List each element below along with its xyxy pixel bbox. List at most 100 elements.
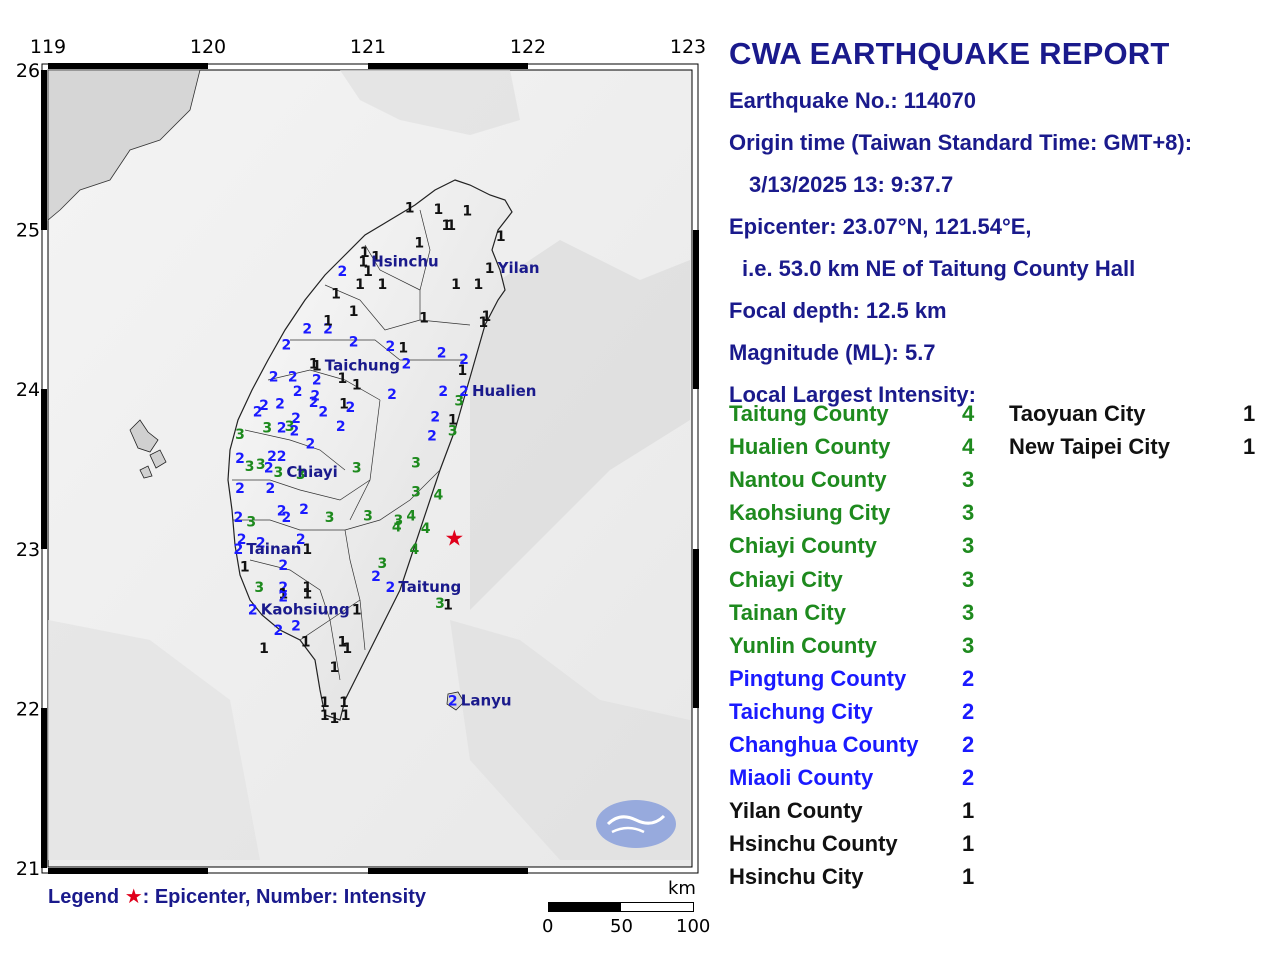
station-intensity: 4 [434,488,444,504]
intensity-region-value: 1 [962,798,975,824]
intensity-region-name: Chiayi County [729,533,877,559]
penghu-islands [129,419,167,479]
city-intensity-hualien: 2 [459,384,469,400]
station-intensity: 3 [363,508,373,524]
station-intensity: 4 [421,521,431,537]
lat-tick-26: 26 [16,60,40,82]
station-intensity: 1 [496,229,506,245]
intensity-region-value: 3 [962,500,975,526]
station-intensity: 3 [245,459,255,475]
station-intensity: 1 [451,277,461,293]
station-intensity: 4 [406,508,416,524]
origin-time-label: Origin time (Taiwan Standard Time: GMT+8… [729,130,1193,155]
station-intensity: 2 [267,449,277,465]
origin-time: 3/13/2025 13: 9:37.7 [749,172,954,197]
station-intensity: 1 [330,711,340,727]
station-intensity: 1 [355,277,365,293]
intensity-region-value: 2 [962,665,975,691]
station-intensity: 3 [254,580,264,596]
intensity-region-name: Pingtung County [729,665,907,691]
local-intensity-label: Local Largest Intensity: [729,382,976,407]
scale-tick-50: 50 [610,916,633,937]
station-intensity: 1 [414,235,424,251]
intensity-region-name: Taitung County [729,401,889,426]
station-intensity: 1 [342,641,352,657]
intensity-region-value: 1 [1243,401,1256,426]
station-intensity: 2 [338,264,348,280]
station-intensity: 1 [301,634,311,650]
taiwan-island [227,179,513,721]
intensity-region-value: 3 [962,599,975,625]
station-intensity: 1 [398,341,408,357]
city-intensity-kaohsiung: 2 [248,602,258,618]
station-intensity: 2 [282,510,292,526]
station-intensity: 1 [352,377,362,393]
intensity-region-name: Taichung City [729,698,873,724]
city-label-taichung: Taichung [325,356,400,374]
report-title: CWA EARTHQUAKE REPORT [729,36,1170,71]
intensity-region-value: 2 [962,765,975,791]
station-intensity: 2 [430,409,440,425]
intensity-region-name: Hsinchu City [729,864,864,890]
lat-tick-21: 21 [16,858,40,880]
station-intensity: 2 [318,405,328,421]
station-intensity: 1 [240,559,250,575]
station-intensity: 1 [363,264,373,280]
scale-tick-0: 0 [542,916,554,937]
station-intensity: 2 [234,542,244,558]
station-intensity: 2 [288,369,298,385]
station-intensity: 3 [262,421,272,437]
station-intensity: 3 [435,596,445,612]
station-intensity: 2 [235,481,245,497]
station-intensity: 2 [259,398,269,414]
station-intensity: 2 [291,618,301,634]
scale-segment-filled [548,902,620,912]
intensity-region-value: 1 [1243,434,1256,460]
station-intensity: 2 [299,502,309,518]
station-intensity: 1 [462,203,472,219]
station-intensity: 1 [341,708,351,724]
intensity-region-name: Hualien County [729,434,891,460]
china-coast [47,69,201,221]
lat-tick-24: 24 [16,379,40,401]
station-intensity: 2 [336,419,346,435]
station-intensity: 2 [309,395,319,411]
intensity-region-value: 1 [962,864,975,890]
city-label-yilan: Yilan [497,259,540,277]
station-intensity: 1 [478,315,488,331]
station-intensity: 2 [459,352,469,368]
intensity-region-name: Miaoli County [729,765,874,791]
station-intensity: 2 [278,590,288,606]
station-intensity: 1 [320,695,330,711]
city-intensity-chiayi: 3 [274,465,284,481]
station-intensity: 2 [306,436,316,452]
city-intensity-taitung: 2 [386,580,396,596]
station-intensity: 3 [411,456,421,472]
station-intensity: 3 [285,419,295,435]
station-intensity: 1 [330,660,340,676]
longitude-tick-labels: 119 120 121 122 123 [30,36,706,58]
intensity-region-name: Hsinchu County [729,831,898,857]
station-intensity: 2 [387,387,397,403]
intensity-region-value: 2 [962,698,975,724]
station-intensity: 1 [338,371,348,387]
station-intensity: 2 [282,338,292,354]
station-intensity: 2 [278,558,288,574]
earthquake-number: Earthquake No.: 114070 [729,88,977,113]
lon-tick-121: 121 [350,36,386,58]
station-intensity: 3 [394,513,404,529]
station-intensity: 3 [256,457,266,473]
epicenter-marker: ★ [445,527,465,552]
station-intensity: 2 [266,481,276,497]
station-intensity: 1 [482,309,492,325]
station-intensity: 1 [446,218,456,234]
focal-depth: Focal depth: 12.5 km [729,298,947,323]
epicenter-coordinates: Epicenter: 23.07°N, 121.54°E, [729,214,1032,239]
station-intensity: 2 [275,397,285,413]
station-intensity: 1 [302,580,312,596]
city-label-hualien: Hualien [472,382,537,400]
station-intensity: 1 [259,641,269,657]
station-intensity: 2 [291,411,301,427]
